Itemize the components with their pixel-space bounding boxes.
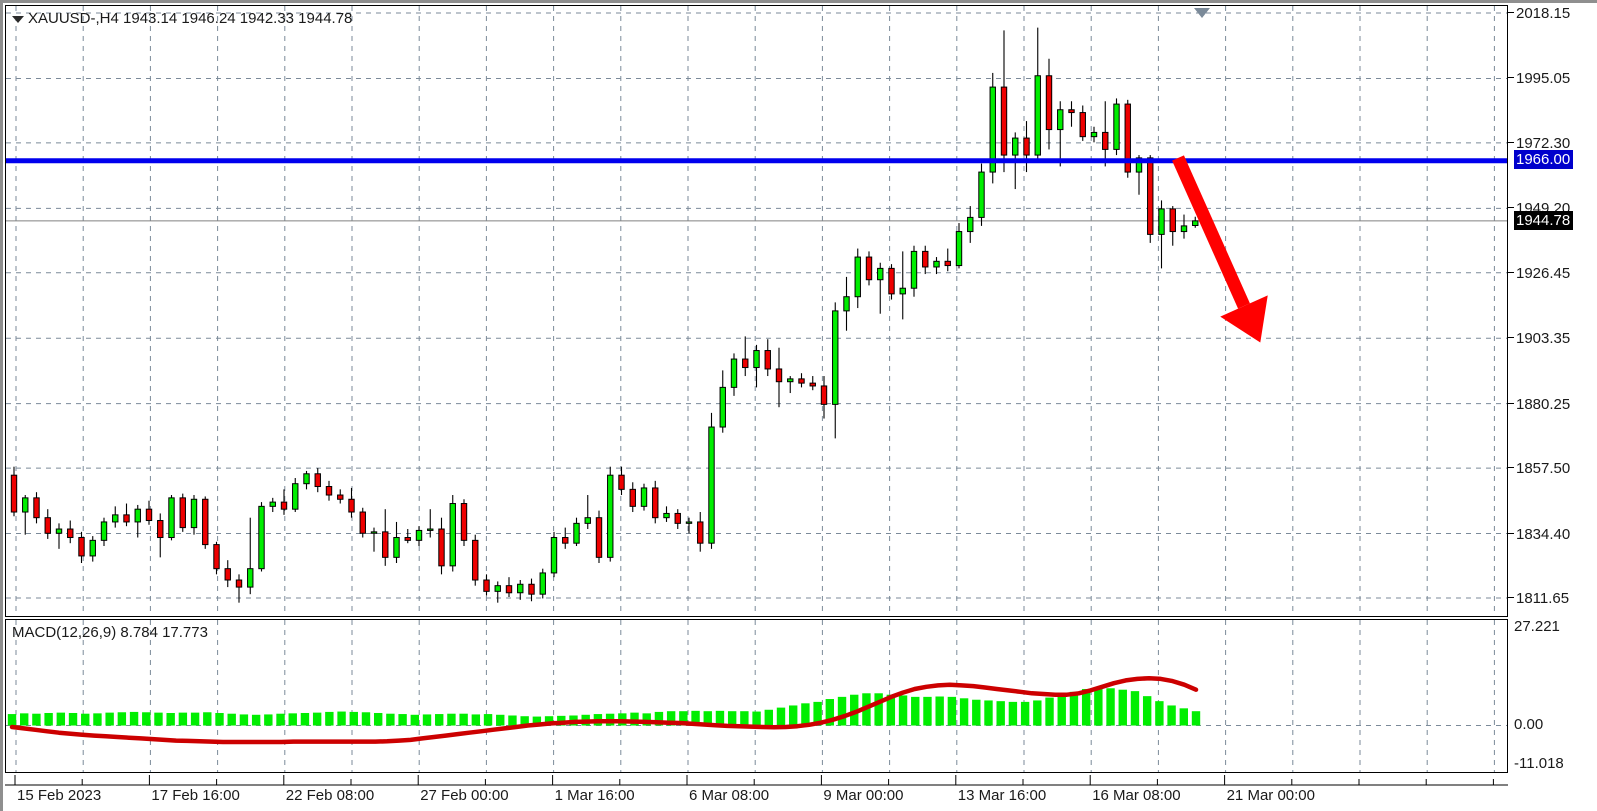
price-pane[interactable]: XAUUSD-,H4 1943.14 1946.24 1942.33 1944.…	[5, 5, 1508, 617]
price-axis[interactable]: 2018.15 1995.05 1972.30 1949.20 1926.45 1903.…	[1508, 5, 1597, 617]
price-axis-tick	[1508, 597, 1514, 598]
price-axis-label: 1880.25	[1516, 395, 1571, 413]
price-chart-svg	[6, 6, 1507, 616]
macd-axis[interactable]: 27.221 0.00 -11.018	[1508, 618, 1597, 773]
macd-chart-svg	[6, 620, 1507, 772]
time-axis-label: 6 Mar 08:00	[689, 787, 770, 804]
symbol-title: XAUUSD-,H4 1943.14 1946.24 1942.33 1944.…	[28, 10, 353, 27]
window-frame-top	[0, 0, 1597, 3]
time-axis-ticks	[5, 775, 1508, 786]
resistance-price-label[interactable]: 1966.00	[1514, 149, 1574, 169]
price-axis-tick	[1508, 12, 1514, 13]
bearish-arrow	[1172, 155, 1268, 343]
price-axis-tick	[1508, 141, 1514, 143]
price-axis-tick	[1508, 207, 1514, 209]
macd-axis-label: 27.221	[1514, 618, 1560, 635]
price-axis-label: 1834.40	[1516, 525, 1571, 543]
time-axis-label: 21 Mar 00:00	[1226, 787, 1315, 804]
time-axis-label: 13 Mar 16:00	[957, 787, 1047, 804]
triangle-down-icon[interactable]	[12, 16, 24, 23]
current-price-label[interactable]: 1944.78	[1514, 210, 1574, 230]
price-axis-label: 1857.50	[1516, 460, 1571, 478]
time-axis[interactable]: 15 Feb 2023 17 Feb 16:00 22 Feb 08:00 27 Fe…	[5, 773, 1508, 811]
price-axis-tick	[1508, 271, 1514, 273]
macd-axis-label: -11.018	[1514, 755, 1564, 772]
price-axis-tick	[1508, 532, 1514, 534]
price-axis-label: 2018.15	[1516, 5, 1571, 22]
chart-marker-triangle-icon	[1194, 8, 1210, 18]
price-axis-tick	[1508, 337, 1514, 339]
price-axis-tick	[1508, 77, 1514, 79]
time-axis-label: 27 Feb 00:00	[420, 787, 509, 804]
time-axis-label: 22 Feb 08:00	[285, 787, 375, 804]
time-axis-label: 16 Mar 08:00	[1092, 787, 1181, 804]
time-axis-label: 15 Feb 2023	[17, 787, 102, 804]
macd-title: MACD(12,26,9) 8.784 17.773	[12, 624, 208, 641]
time-axis-label: 1 Mar 16:00	[554, 787, 635, 804]
price-axis-label: 1811.65	[1516, 590, 1570, 607]
chart-area: XAUUSD-,H4 1943.14 1946.24 1942.33 1944.…	[3, 3, 1597, 811]
price-axis-tick	[1508, 467, 1514, 469]
price-axis-label: 1903.35	[1516, 330, 1571, 348]
price-axis-label: 1995.05	[1516, 70, 1571, 88]
macd-axis-label: 0.00	[1514, 715, 1544, 733]
time-axis-label: 17 Feb 16:00	[151, 787, 240, 804]
price-axis-label: 1926.45	[1516, 264, 1571, 282]
macd-pane[interactable]: MACD(12,26,9) 8.784 17.773	[5, 619, 1508, 773]
price-axis-tick	[1508, 402, 1514, 404]
time-axis-label: 9 Mar 00:00	[823, 787, 904, 804]
price-axis-label: 1972.30	[1516, 134, 1571, 152]
window-frame-left	[0, 0, 3, 811]
